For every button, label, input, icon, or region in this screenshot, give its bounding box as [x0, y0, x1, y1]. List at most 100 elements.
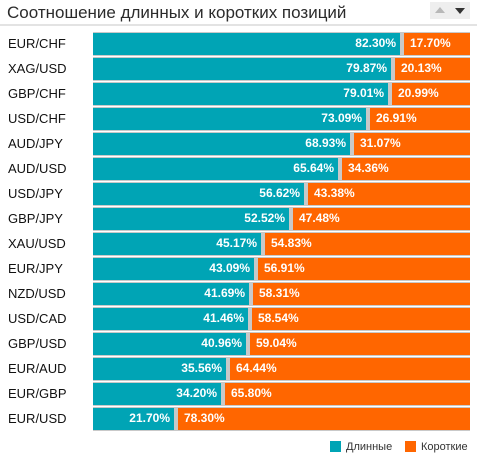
chart-title: Соотношение длинных и коротких позиций [7, 3, 347, 22]
bar-long-value: 35.56% [181, 361, 222, 375]
category-label: EUR/JPY [8, 261, 63, 276]
bar-long[interactable] [93, 233, 261, 255]
bar-short-value: 20.99% [398, 86, 439, 100]
bar-short-value: 65.80% [231, 386, 272, 400]
bar-long[interactable] [93, 258, 254, 280]
bar-row: EUR/GBP 34.20% 65.80% [0, 382, 477, 406]
category-label: AUD/JPY [8, 136, 63, 151]
bar-short-value: 78.30% [184, 411, 225, 425]
bar-short[interactable] [308, 183, 470, 205]
category-label: USD/CHF [8, 111, 66, 126]
bar-long-value: 82.30% [355, 36, 396, 50]
bar-long-value: 43.09% [209, 261, 250, 275]
bar-long[interactable] [93, 283, 249, 305]
category-label: GBP/JPY [8, 211, 63, 226]
bar-short[interactable] [225, 383, 470, 405]
bar-short-value: 56.91% [264, 261, 305, 275]
bar-long-value: 40.96% [201, 336, 242, 350]
category-label: EUR/AUD [8, 361, 67, 376]
bar-short-value: 64.44% [236, 361, 277, 375]
bar-short-value: 31.07% [360, 136, 401, 150]
category-label: NZD/USD [8, 286, 66, 301]
bar-short[interactable] [404, 33, 470, 55]
bar-long-value: 79.87% [346, 61, 387, 75]
bar-long-value: 45.17% [216, 236, 257, 250]
bar-long-value: 41.46% [203, 311, 244, 325]
category-label: USD/CAD [8, 311, 67, 326]
bar-long[interactable] [93, 383, 221, 405]
bar-long-value: 34.20% [176, 386, 217, 400]
bar-short[interactable] [342, 158, 470, 180]
sort-up-icon[interactable] [433, 4, 447, 17]
bar-row: NZD/USD 41.69% 58.31% [0, 282, 477, 306]
bar-long[interactable] [93, 158, 338, 180]
legend-short-label: Короткие [421, 441, 468, 453]
bar-row: EUR/AUD 35.56% 64.44% [0, 357, 477, 381]
bar-row: EUR/CHF 82.30% 17.70% [0, 32, 477, 56]
bar-short[interactable] [178, 408, 470, 430]
bar-long-value: 21.70% [129, 411, 170, 425]
bar-short[interactable] [392, 83, 470, 105]
bar-row: GBP/CHF 79.01% 20.99% [0, 82, 477, 106]
bar-short-value: 47.48% [299, 211, 340, 225]
bar-short[interactable] [395, 58, 470, 80]
bar-long-value: 68.93% [305, 136, 346, 150]
category-label: EUR/CHF [8, 36, 66, 51]
bar-short[interactable] [250, 333, 470, 355]
bar-long-value: 56.62% [259, 186, 300, 200]
bar-row: USD/CHF 73.09% 26.91% [0, 107, 477, 131]
sort-down-icon[interactable] [453, 4, 467, 17]
bar-short[interactable] [354, 133, 470, 155]
bar-short[interactable] [253, 283, 470, 305]
bar-short-value: 58.54% [258, 311, 299, 325]
bar-short-value: 17.70% [410, 36, 451, 50]
category-label: GBP/CHF [8, 86, 66, 101]
bar-row: XAG/USD 79.87% 20.13% [0, 57, 477, 81]
bar-long-value: 52.52% [244, 211, 285, 225]
bar-long[interactable] [93, 33, 400, 55]
bar-row: GBP/USD 40.96% 59.04% [0, 332, 477, 356]
category-label: EUR/GBP [8, 386, 67, 401]
bar-short[interactable] [258, 258, 470, 280]
bar-long[interactable] [93, 333, 246, 355]
bar-long[interactable] [93, 408, 174, 430]
category-label: USD/JPY [8, 186, 63, 201]
bar-long-value: 73.09% [321, 111, 362, 125]
bar-long[interactable] [93, 58, 391, 80]
bar-long[interactable] [93, 83, 388, 105]
bar-long[interactable] [93, 183, 304, 205]
bar-row: XAU/USD 45.17% 54.83% [0, 232, 477, 256]
bar-short-value: 59.04% [256, 336, 297, 350]
legend-long-swatch [330, 441, 341, 452]
bar-long[interactable] [93, 308, 248, 330]
bar-short[interactable] [370, 108, 470, 130]
bar-long[interactable] [93, 108, 366, 130]
bar-long[interactable] [93, 208, 289, 230]
bar-short-value: 43.38% [314, 186, 355, 200]
legend-long-label: Длинные [346, 441, 393, 453]
category-label: GBP/USD [8, 336, 67, 351]
bar-row: EUR/JPY 43.09% 56.91% [0, 257, 477, 281]
bar-long[interactable] [93, 358, 226, 380]
category-label: XAG/USD [8, 61, 67, 76]
bar-short-value: 58.31% [259, 286, 300, 300]
bar-long[interactable] [93, 133, 350, 155]
bar-row: AUD/USD 65.64% 34.36% [0, 157, 477, 181]
category-label: EUR/USD [8, 411, 67, 426]
title-divider [0, 24, 477, 26]
bar-long-value: 41.69% [204, 286, 245, 300]
bar-short-value: 54.83% [271, 236, 312, 250]
bar-row: USD/CAD 41.46% 58.54% [0, 307, 477, 331]
bar-long-value: 65.64% [293, 161, 334, 175]
bar-short[interactable] [265, 233, 470, 255]
bar-short-value: 34.36% [348, 161, 389, 175]
bar-row: USD/JPY 56.62% 43.38% [0, 182, 477, 206]
bar-long-value: 79.01% [343, 86, 384, 100]
bar-short[interactable] [252, 308, 470, 330]
sort-controls [430, 2, 470, 19]
bar-short[interactable] [293, 208, 470, 230]
bar-short-value: 26.91% [376, 111, 417, 125]
bar-short-value: 20.13% [401, 61, 442, 75]
bar-short[interactable] [230, 358, 470, 380]
